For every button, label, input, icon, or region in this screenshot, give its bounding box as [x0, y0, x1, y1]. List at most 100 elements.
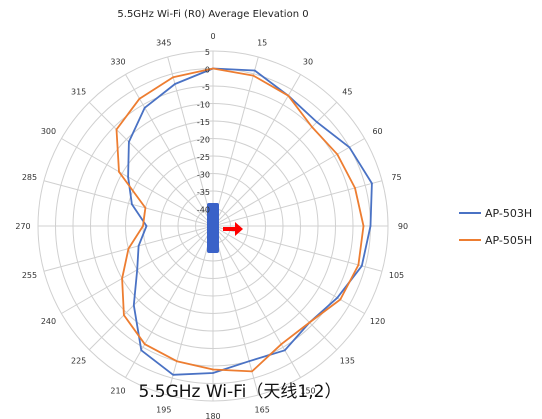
series-point — [175, 360, 178, 363]
grid-spoke — [212, 225, 383, 272]
series-point — [212, 368, 214, 371]
series-lines — [115, 67, 373, 376]
legend-label-ap503h: AP-503H — [485, 207, 532, 220]
series-point — [115, 128, 118, 131]
grid-spoke — [212, 225, 301, 378]
series-point — [251, 370, 253, 373]
angle-tick-label: 285 — [22, 173, 37, 182]
radial-tick-label: -35 — [197, 188, 210, 197]
radial-tick-label: -30 — [197, 171, 210, 180]
series-point — [212, 67, 214, 70]
series-point — [132, 304, 135, 307]
grid-spoke — [212, 56, 259, 227]
angle-tick-label: 195 — [156, 406, 171, 415]
angle-tick-label: 255 — [22, 271, 37, 280]
angle-tick-label: 60 — [372, 127, 382, 136]
radial-tick-label: 5 — [205, 48, 210, 57]
polar-grid — [37, 50, 389, 402]
series-point — [145, 225, 148, 227]
series-point — [172, 76, 175, 79]
grid-spoke — [212, 101, 338, 227]
angle-tick-label: 210 — [110, 387, 125, 396]
angle-tick-label: 45 — [342, 88, 352, 97]
series-point — [348, 146, 351, 149]
radial-tick-label: -20 — [197, 136, 210, 145]
series-point — [142, 225, 144, 227]
series-point — [118, 170, 120, 173]
radial-tick-label: -40 — [197, 206, 210, 215]
series-point — [143, 343, 146, 346]
legend-label-ap505h: AP-505H — [485, 234, 532, 247]
angle-tick-label: 75 — [391, 173, 401, 182]
radial-tick-label: -15 — [197, 118, 210, 127]
series-point — [336, 153, 339, 156]
series-point — [123, 314, 125, 316]
series-point — [311, 126, 313, 128]
series-point — [316, 121, 318, 123]
angle-tick-label: 270 — [15, 222, 30, 231]
series-point — [143, 106, 146, 109]
tick-labels: 0 15 30 45 60 75 90 105 120 135 150 165 180 195 210 225… — [15, 32, 408, 419]
grid-spoke — [125, 225, 214, 378]
grid-spoke — [212, 138, 365, 227]
angle-tick-label: 315 — [71, 88, 86, 97]
series-point — [137, 245, 140, 247]
series-point — [130, 203, 133, 206]
angle-tick-label: 120 — [370, 317, 385, 326]
series-point — [362, 225, 365, 227]
angle-tick-label: 15 — [257, 38, 267, 47]
angle-tick-label: 240 — [41, 317, 56, 326]
series-point — [174, 83, 176, 85]
angle-tick-label: 150 — [300, 387, 315, 396]
series-point — [138, 97, 141, 100]
angle-tick-label: 180 — [205, 412, 220, 419]
grid-spoke — [125, 74, 214, 227]
grid-spoke — [43, 180, 214, 227]
angle-tick-label: 30 — [303, 57, 313, 66]
series-point — [283, 349, 286, 352]
angle-tick-label: 0 — [210, 32, 215, 41]
angle-tick-label: 225 — [71, 356, 86, 365]
radial-tick-label: -25 — [197, 153, 210, 162]
series-point — [127, 247, 130, 250]
device-marker — [207, 203, 243, 253]
device-body — [207, 203, 219, 253]
angle-tick-label: 135 — [340, 356, 355, 365]
angle-tick-label: 330 — [110, 57, 125, 66]
grid-spoke — [167, 56, 214, 227]
angle-tick-label: 105 — [389, 271, 404, 280]
series-point — [357, 264, 360, 266]
chart-title: 5.5GHz Wi-Fi (R0) Average Elevation 0 — [117, 9, 308, 20]
series-point — [121, 277, 123, 280]
series-point — [212, 372, 214, 374]
radial-tick-label: -10 — [197, 101, 210, 110]
series-point — [308, 321, 311, 324]
series-point — [248, 360, 251, 363]
grid-spoke — [61, 138, 214, 227]
series-point — [144, 206, 147, 209]
angle-tick-label: 345 — [156, 38, 171, 47]
series-point — [360, 264, 363, 267]
grid-spoke — [212, 225, 365, 314]
legend: AP-503H AP-505H — [459, 207, 532, 247]
angle-tick-label: 300 — [41, 127, 56, 136]
grid-spoke — [212, 180, 383, 227]
series-point — [252, 74, 255, 77]
series-point — [370, 182, 373, 185]
series-point — [127, 176, 130, 178]
grid-spoke — [88, 225, 214, 351]
series-point — [336, 296, 339, 299]
series-point — [253, 69, 256, 72]
angle-tick-label: 90 — [398, 222, 408, 231]
radial-tick-label: -5 — [202, 83, 210, 92]
grid-spoke — [88, 101, 214, 227]
direction-arrow — [223, 222, 243, 236]
series-point — [136, 268, 139, 271]
series-point — [280, 343, 283, 346]
series-point — [127, 140, 130, 143]
series-point — [140, 349, 143, 352]
series-point — [172, 373, 175, 376]
series-point — [339, 298, 342, 301]
